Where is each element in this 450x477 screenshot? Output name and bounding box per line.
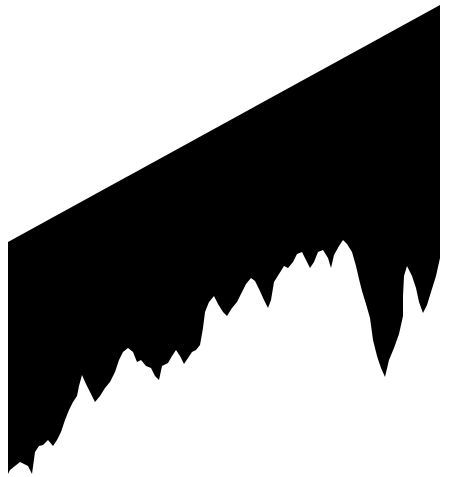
black-silhouette-shape bbox=[8, 5, 440, 474]
